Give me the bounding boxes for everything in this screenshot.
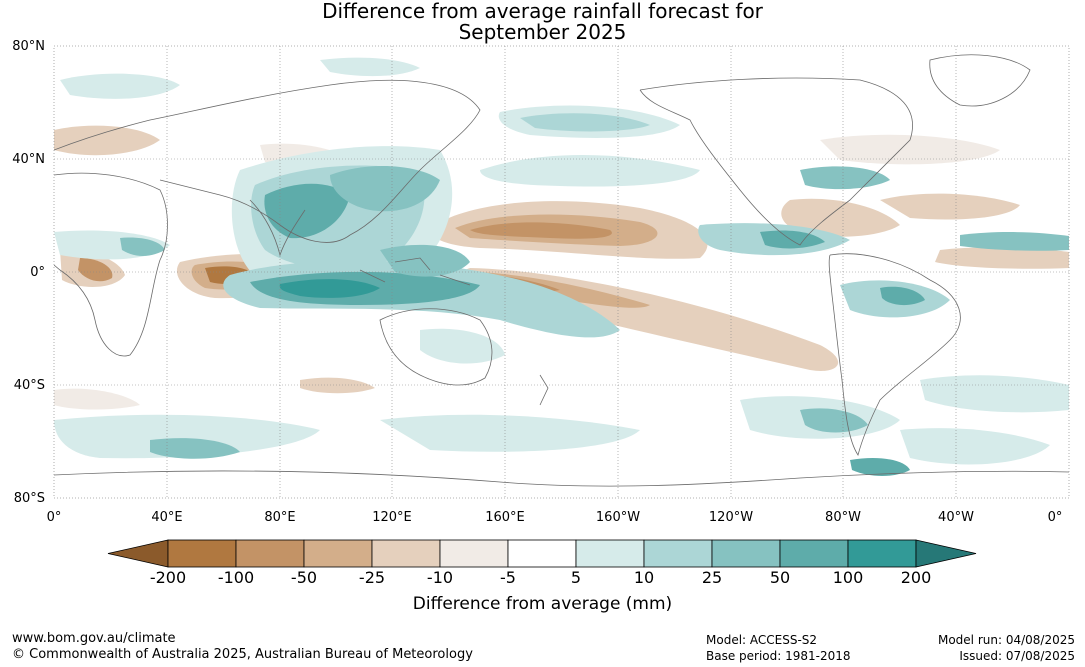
footer-issued: Issued: 07/08/2025 [959, 649, 1075, 663]
wetter-anomaly-regions [54, 57, 1069, 476]
lon-label-80e: 80°E [264, 510, 296, 525]
footer-model-run: Model run: 04/08/2025 [937, 633, 1075, 647]
lat-label-80s: 80°S [13, 491, 45, 506]
colorbar-tick-label: -200 [149, 568, 187, 587]
footer-model: Model: ACCESS-S2 [706, 633, 818, 647]
lon-label-160w: 160°W [595, 510, 641, 525]
colorbar-extend-low [107, 539, 169, 568]
lon-label-0-east: 0° [1047, 510, 1063, 525]
colorbar-segment [167, 539, 237, 568]
colorbar-tick-label: -50 [290, 568, 318, 587]
lon-label-120w: 120°W [708, 510, 754, 525]
colorbar-segment [439, 539, 509, 568]
colorbar [107, 539, 977, 568]
colorbar-tick-label: -10 [426, 568, 454, 587]
map-frame [53, 45, 1070, 499]
colorbar-extend-high [915, 539, 977, 568]
colorbar-tick-label: 25 [701, 568, 723, 587]
lon-label-40e: 40°E [151, 510, 183, 525]
colorbar-tick-label: 5 [570, 568, 582, 587]
colorbar-segment [575, 539, 645, 568]
lon-label-120e: 120°E [372, 510, 412, 525]
colorbar-segment [235, 539, 305, 568]
colorbar-segment [507, 539, 577, 568]
colorbar-segment [779, 539, 849, 568]
colorbar-segment [371, 539, 441, 568]
colorbar-segment [643, 539, 713, 568]
lon-label-160e: 160°E [485, 510, 525, 525]
colorbar-tick-label: -100 [217, 568, 255, 587]
colorbar-tick-label: -5 [500, 568, 516, 587]
lat-label-40n: 40°N [12, 152, 45, 167]
colorbar-tick-label: -25 [358, 568, 386, 587]
coastlines [54, 54, 1069, 487]
lon-label-40w: 40°W [938, 510, 974, 525]
lat-label-80n: 80°N [12, 39, 45, 54]
colorbar-segment [303, 539, 373, 568]
colorbar-tick-label: 10 [633, 568, 655, 587]
colorbar-tick-label: 50 [769, 568, 791, 587]
lat-label-40s: 40°S [13, 378, 45, 393]
footer-base-period: Base period: 1981-2018 [706, 649, 851, 663]
colorbar-segment [711, 539, 781, 568]
map-title-line2: September 2025 [458, 20, 627, 44]
footer-copyright: © Commonwealth of Australia 2025, Austra… [12, 647, 473, 662]
colorbar-tick-label: 200 [900, 568, 932, 587]
map-title-line1: Difference from average rainfall forecas… [322, 0, 763, 23]
colorbar-segment [847, 539, 917, 568]
map-area [54, 46, 1069, 498]
colorbar-tick-label: 100 [832, 568, 864, 587]
lon-label-80w: 80°W [825, 510, 861, 525]
colorbar-title: Difference from average (mm) [412, 594, 673, 614]
graticule [54, 46, 1069, 498]
footer-website: www.bom.gov.au/climate [12, 631, 176, 646]
lat-label-0: 0° [30, 265, 45, 280]
lon-label-0-west: 0° [46, 510, 62, 525]
